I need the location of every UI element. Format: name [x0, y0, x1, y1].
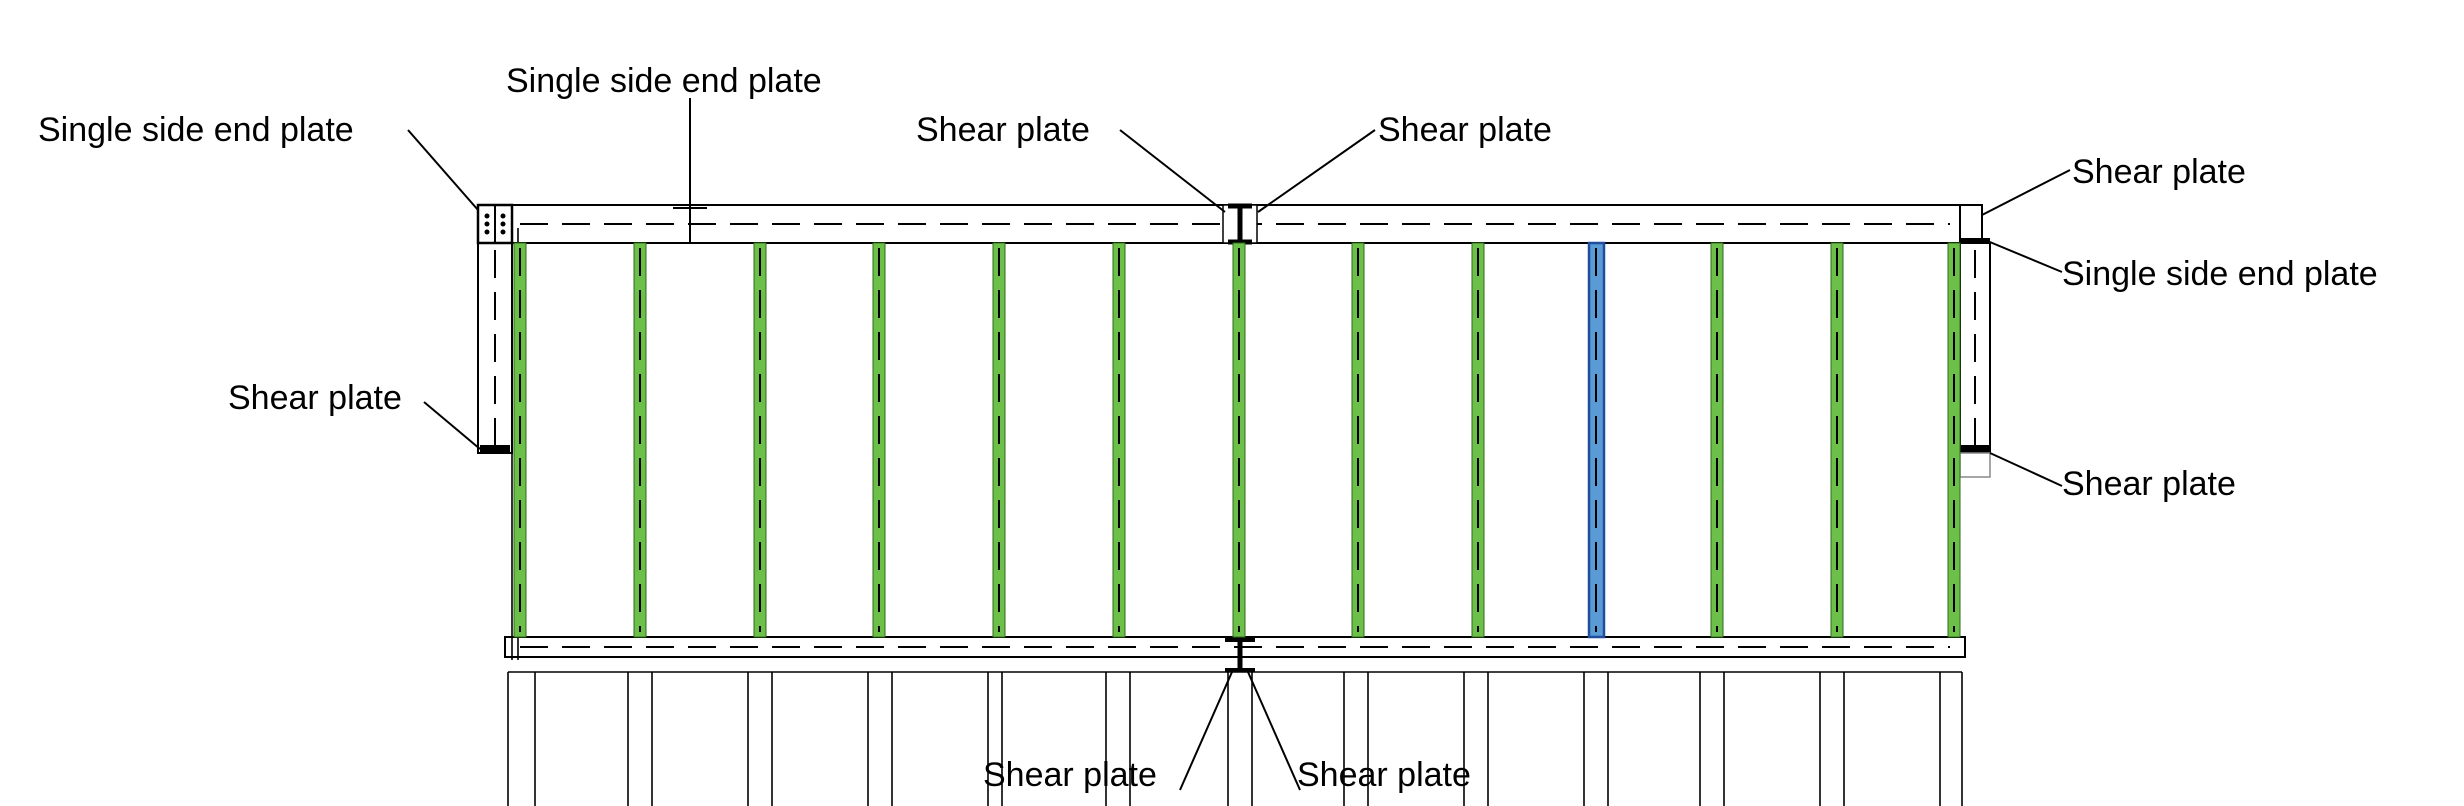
- joist[interactable]: [1472, 243, 1484, 637]
- leader-top-mid-shear-right: [1258, 130, 1375, 212]
- leader-right-top-shear: [1982, 170, 2070, 215]
- leader-top-left-end-plate: [408, 130, 478, 210]
- joist[interactable]: [873, 243, 885, 637]
- labels: Single side end plate Single side end pl…: [38, 62, 2378, 794]
- joist[interactable]: [1948, 243, 1960, 637]
- label-top-left-end-plate: Single side end plate: [38, 111, 354, 149]
- joist[interactable]: [1352, 243, 1364, 637]
- top-left-end-plate: [478, 205, 512, 243]
- leader-top-mid-shear-left: [1120, 130, 1225, 212]
- joist[interactable]: [993, 243, 1005, 637]
- label-top-mid-shear-right: Shear plate: [1378, 111, 1552, 149]
- label-right-top-shear: Shear plate: [2072, 153, 2246, 191]
- left-column: [478, 228, 518, 660]
- joists: [514, 243, 1960, 637]
- right-column: [1960, 205, 1990, 477]
- leader-right-lower-shear: [1990, 453, 2062, 486]
- leader-left-shear: [424, 402, 480, 449]
- label-left-shear: Shear plate: [228, 379, 402, 417]
- joist[interactable]: [1711, 243, 1723, 637]
- joist[interactable]: [1831, 243, 1843, 637]
- joist[interactable]: [634, 243, 646, 637]
- leader-bottom-shear-right: [1248, 672, 1300, 790]
- label-bottom-shear-right: Shear plate: [1297, 756, 1471, 794]
- label-bottom-shear-left: Shear plate: [983, 756, 1157, 794]
- top-mid-connection: [1223, 205, 1257, 243]
- label-right-end-plate: Single side end plate: [2062, 255, 2378, 293]
- label-right-lower-shear: Shear plate: [2062, 465, 2236, 503]
- leader-bottom-shear-left: [1180, 672, 1232, 790]
- joist-selected[interactable]: [1589, 243, 1604, 637]
- joist[interactable]: [1113, 243, 1125, 637]
- leader-right-end-plate: [1985, 240, 2062, 272]
- joist[interactable]: [1233, 243, 1245, 637]
- joist[interactable]: [754, 243, 766, 637]
- lower-wall-framing: [508, 672, 1962, 806]
- joist[interactable]: [514, 243, 526, 637]
- label-top-beam-end-plate: Single side end plate: [506, 62, 822, 100]
- label-top-mid-shear-left: Shear plate: [916, 111, 1090, 149]
